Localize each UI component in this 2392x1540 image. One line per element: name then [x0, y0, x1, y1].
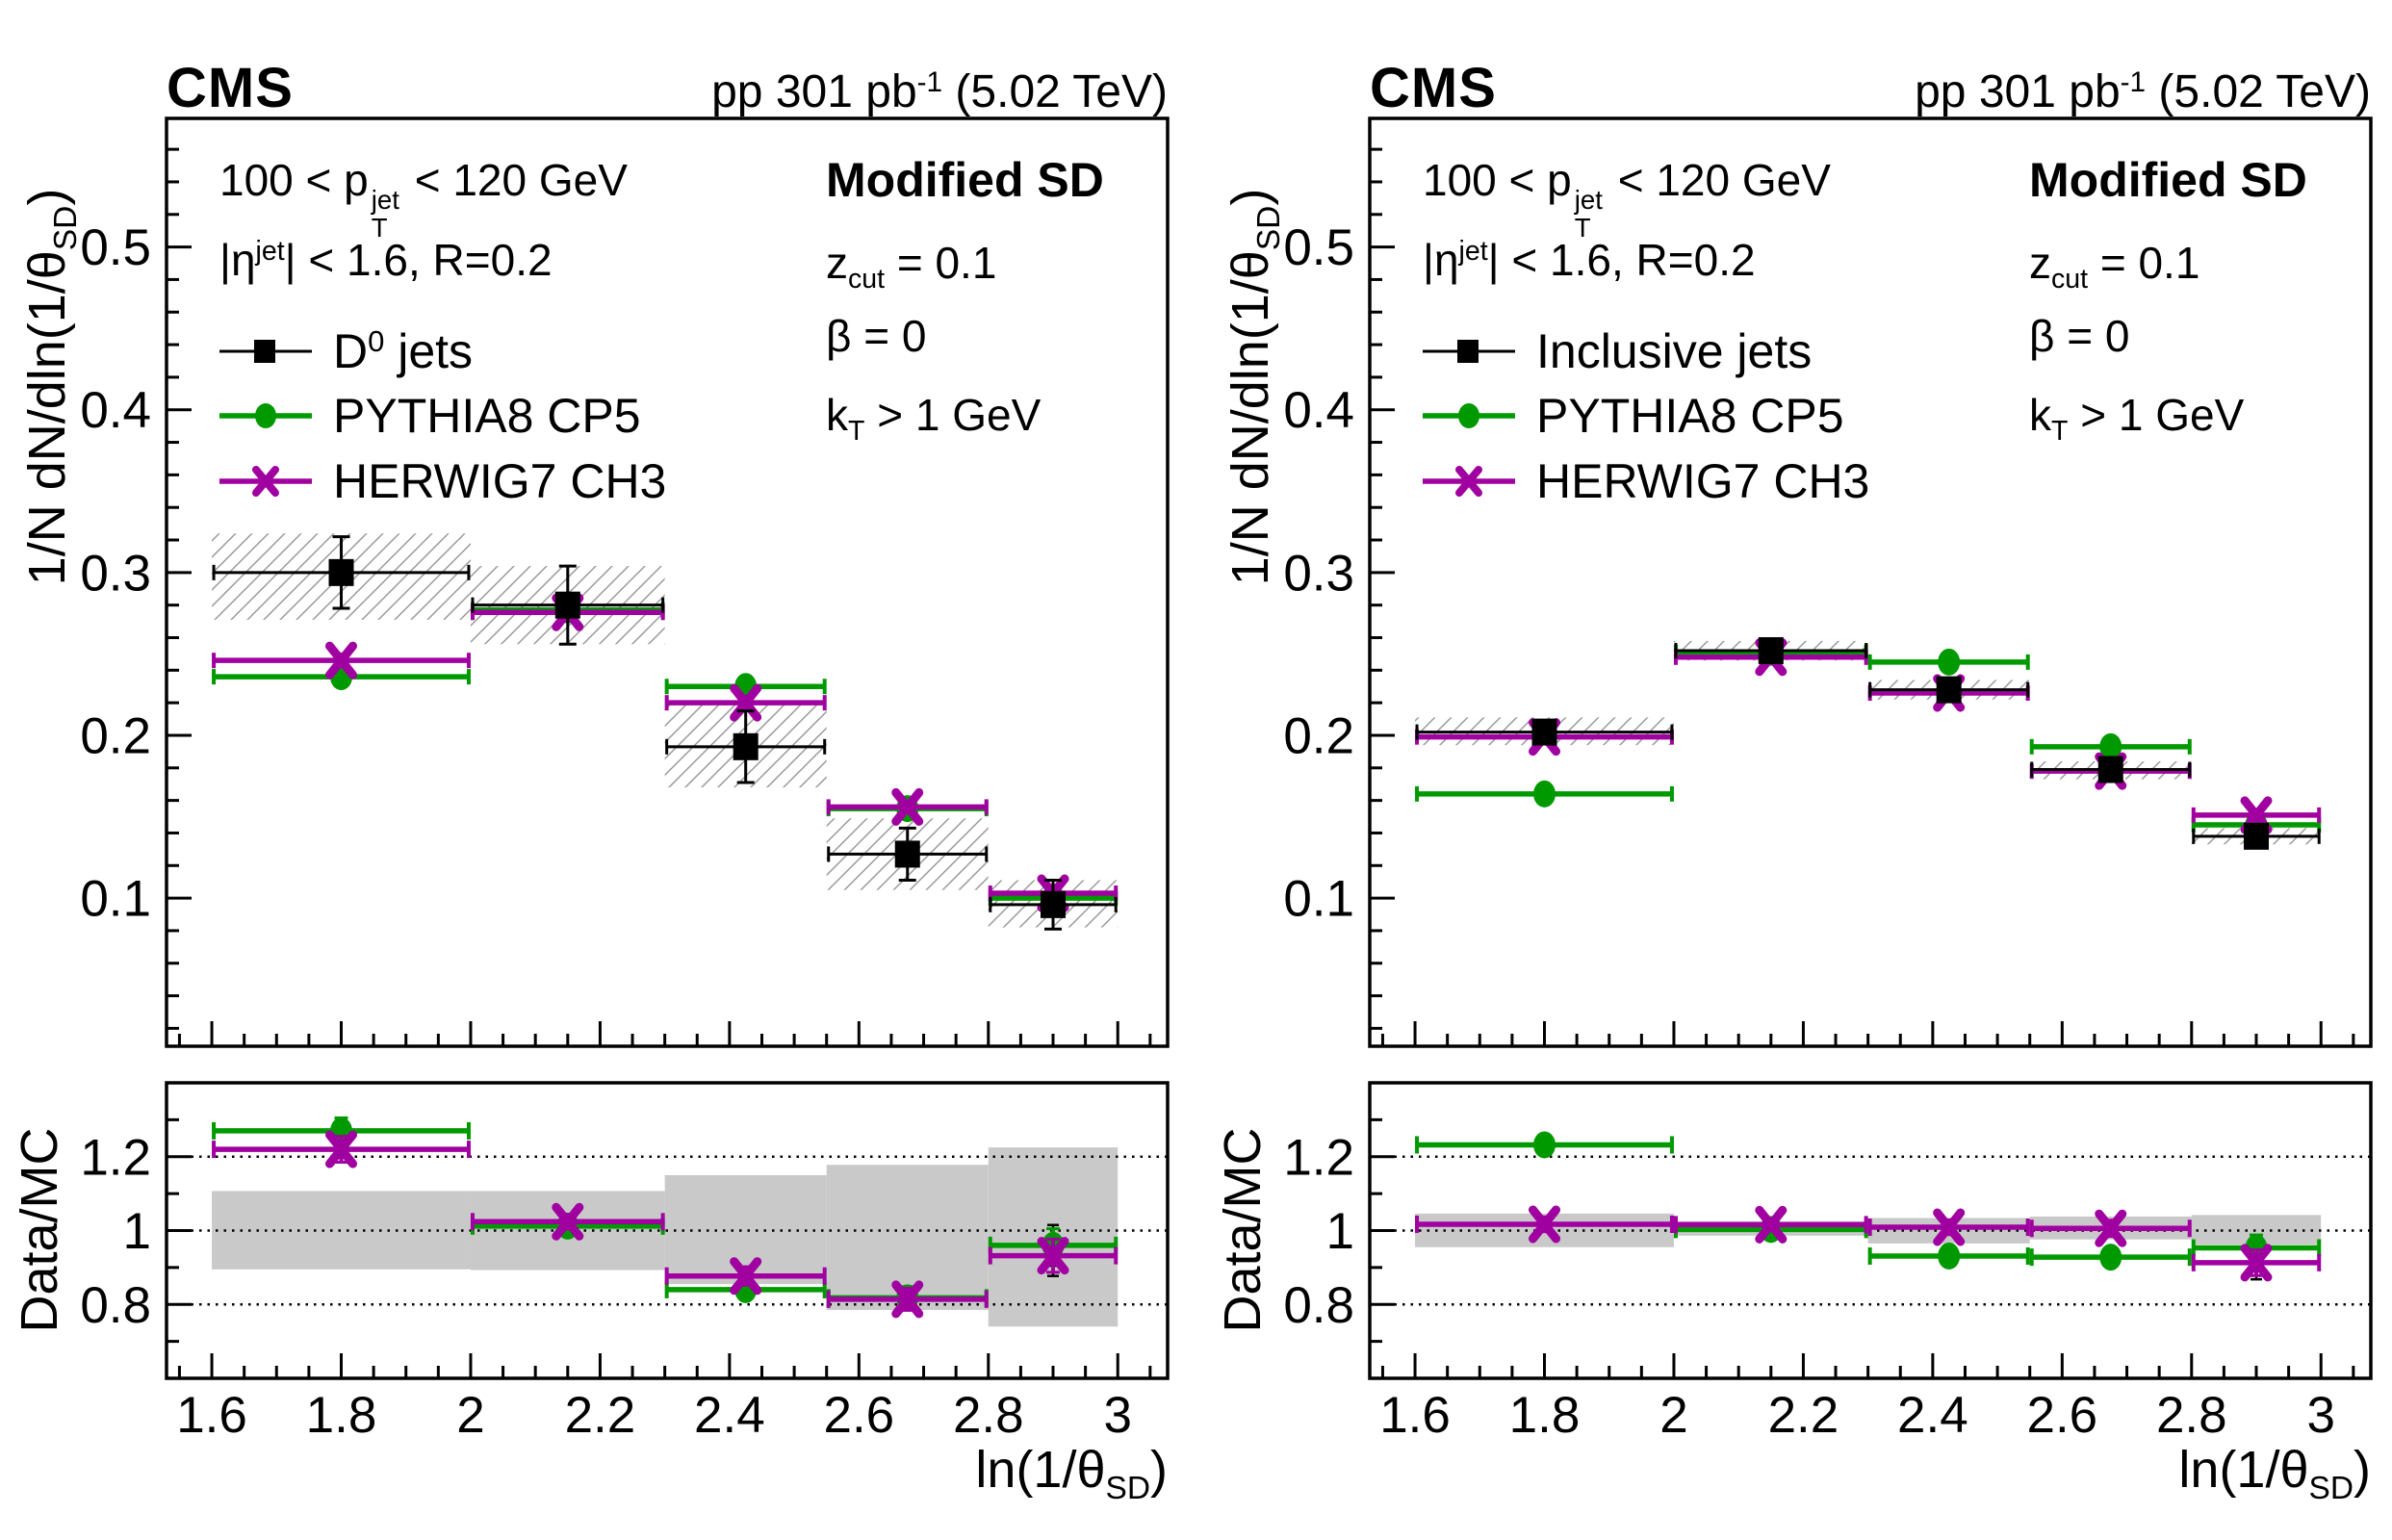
legend-label-pythia: PYTHIA8 CP5 — [1536, 389, 1844, 443]
y-tick-label: 0.5 — [1283, 219, 1354, 276]
pt-scripts: jet T — [1574, 184, 1603, 243]
eta-cut-label: |ηjet| < 1.6, R=0.2 — [219, 235, 553, 285]
legend-marker-data — [1423, 340, 1515, 363]
luminosity-label: pp 301 pb-1 (5.02 TeV) — [1915, 65, 2371, 117]
x-tick-label: 1.6 — [176, 1387, 247, 1444]
y-tick-label: 0.2 — [80, 707, 151, 764]
legend-label-data: Inclusive jets — [1536, 324, 1813, 378]
pt-scripts: jet T — [371, 184, 399, 243]
y-tick-label: 0.8 — [80, 1277, 151, 1334]
legend-label-herwig: HERWIG7 CH3 — [333, 454, 667, 508]
legend-item-data: D0 jets — [218, 322, 473, 380]
y-axis-title-ratio: Data/MC — [1214, 1127, 1272, 1333]
panel-inclusive-jets: 0.1 0.2 0.3 0.4 0.5 0.8 1 1.2 1.6 1.8 2 2.2 2.4 2.6 2.… — [1203, 0, 2392, 1540]
legend-label-pythia: PYTHIA8 CP5 — [333, 389, 641, 443]
panel-d0-jets: 0.1 0.2 0.3 0.4 0.5 0.8 1 1.2 1.6 1.8 2 2.2 2.4 2.6 2.… — [11, 57, 1170, 1506]
kt-cut-label: kT > 1 GeV — [826, 390, 1042, 447]
x-tick-label: 2.6 — [2026, 1387, 2097, 1444]
x-tick-label: 2.6 — [823, 1387, 894, 1444]
legend-item-herwig: HERWIG7 CH3 — [1421, 452, 1869, 510]
legend-marker-data — [219, 340, 312, 363]
x-tick-label: 1.6 — [1379, 1387, 1451, 1444]
zcut-label: zcut = 0.1 — [826, 238, 997, 295]
x-tick-label: 2.2 — [1768, 1387, 1839, 1444]
x-axis-title: ln(1/θSD) — [2178, 1441, 2371, 1506]
grooming-algo-label: Modified SD — [2029, 153, 2307, 207]
y-tick-label: 0.5 — [80, 219, 151, 276]
y-axis-title-main: 1/N dN/dln(1/θSD) — [1222, 188, 1287, 586]
pt-cut-label: 100 < p jet T < 120 GeV — [1423, 155, 1831, 243]
y-tick-label: 0.2 — [1283, 707, 1354, 764]
y-tick-label: 0.4 — [1283, 382, 1354, 439]
x-tick-label: 2 — [1659, 1387, 1687, 1444]
x-tick-label: 2.8 — [953, 1387, 1024, 1444]
cms-logo-text: CMS — [1370, 57, 1497, 119]
y-tick-label: 1 — [123, 1203, 151, 1260]
grooming-algo-label: Modified SD — [826, 153, 1104, 207]
x-tick-label: 3 — [2306, 1387, 2334, 1444]
x-axis-title: ln(1/θSD) — [975, 1441, 1168, 1506]
kt-cut-label: kT > 1 GeV — [2029, 390, 2245, 447]
y-tick-label: 1.2 — [80, 1129, 151, 1186]
x-tick-label: 2.8 — [2156, 1387, 2227, 1444]
legend-label-herwig: HERWIG7 CH3 — [1536, 454, 1870, 508]
luminosity-label: pp 301 pb-1 (5.02 TeV) — [711, 65, 1168, 117]
x-tick-label: 1.8 — [306, 1387, 377, 1444]
legend-marker-pythia — [219, 403, 312, 428]
legend-item-pythia: PYTHIA8 CP5 — [218, 387, 641, 445]
legend-item-data: Inclusive jets — [1421, 322, 1812, 380]
y-tick-label: 0.1 — [1283, 871, 1354, 928]
plot-canvas-right: 0.1 0.2 0.3 0.4 0.5 0.8 1 1.2 1.6 1.8 2 2.2 2.4 2.6 2.… — [1283, 116, 2373, 1444]
x-tick-label: 3 — [1103, 1387, 1131, 1444]
beta-label: β = 0 — [826, 311, 927, 361]
eta-cut-label: |ηjet| < 1.6, R=0.2 — [1423, 235, 1756, 285]
y-tick-label: 1.2 — [1283, 1129, 1354, 1186]
x-tick-label: 2.4 — [1897, 1387, 1968, 1444]
x-tick-label: 1.8 — [1509, 1387, 1581, 1444]
beta-label: β = 0 — [2029, 311, 2130, 361]
cms-logo-text: CMS — [167, 57, 294, 119]
y-tick-label: 0.4 — [80, 382, 151, 439]
legend-item-herwig: HERWIG7 CH3 — [218, 452, 666, 510]
y-tick-label: 0.3 — [80, 545, 151, 602]
x-tick-label: 2.4 — [694, 1387, 765, 1444]
y-tick-label: 1 — [1326, 1203, 1354, 1260]
x-tick-label: 2.2 — [565, 1387, 636, 1444]
plot-canvas-left: 0.1 0.2 0.3 0.4 0.5 0.8 1 1.2 1.6 1.8 2 2.2 2.4 2.6 2.… — [80, 116, 1170, 1444]
lumi-exponent: -1 — [916, 65, 943, 98]
y-tick-label: 0.1 — [80, 871, 151, 928]
pt-cut-label: 100 < p jet T < 120 GeV — [219, 155, 628, 243]
ratio-syst-band — [212, 1191, 471, 1270]
legend-marker-pythia — [1423, 403, 1515, 428]
y-tick-label: 0.8 — [1283, 1277, 1354, 1334]
zcut-label: zcut = 0.1 — [2029, 238, 2200, 295]
legend-item-pythia: PYTHIA8 CP5 — [1421, 387, 1844, 445]
legend-marker-herwig — [1423, 466, 1515, 497]
y-axis-title-ratio: Data/MC — [11, 1127, 68, 1333]
y-axis-title-main: 1/N dN/dln(1/θSD) — [18, 188, 84, 586]
y-tick-label: 0.3 — [1283, 545, 1354, 602]
legend-label-data: D0 jets — [333, 323, 474, 378]
x-tick-label: 2 — [456, 1387, 484, 1444]
lumi-exponent: -1 — [2120, 65, 2147, 98]
legend-marker-herwig — [219, 466, 312, 497]
